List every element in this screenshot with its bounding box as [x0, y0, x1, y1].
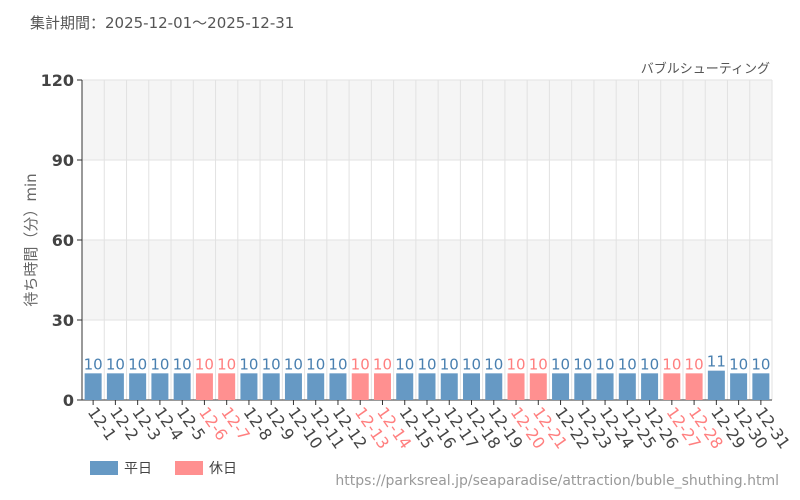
period-label: 集計期間：2025-12-01〜2025-12-31 — [30, 14, 295, 32]
bar — [618, 373, 636, 400]
y-tick-label: 0 — [63, 391, 74, 410]
legend-label: 平日 — [124, 461, 152, 477]
data-label: 11 — [707, 353, 726, 371]
bar — [529, 373, 547, 400]
bar — [262, 373, 280, 400]
bar — [373, 373, 391, 400]
bar — [195, 373, 213, 400]
bar — [641, 373, 659, 400]
bar — [574, 373, 592, 400]
bar — [418, 373, 436, 400]
bar — [173, 373, 191, 400]
bar — [596, 373, 614, 400]
plot-band — [82, 80, 772, 160]
y-tick-label: 60 — [52, 231, 74, 250]
bar — [463, 373, 481, 400]
data-label: 10 — [262, 355, 281, 373]
y-tick-label: 120 — [41, 71, 74, 90]
data-label: 10 — [284, 355, 303, 373]
bar — [106, 373, 124, 400]
data-label: 10 — [417, 355, 436, 373]
plot-band — [82, 160, 772, 240]
data-label: 10 — [640, 355, 659, 373]
bar — [485, 373, 503, 400]
bar — [218, 373, 236, 400]
bar — [129, 373, 147, 400]
bar — [307, 373, 325, 400]
y-tick-label: 30 — [52, 311, 74, 330]
legend-label: 休日 — [209, 461, 237, 477]
plot-band — [82, 240, 772, 320]
data-label: 10 — [395, 355, 414, 373]
data-label: 10 — [173, 355, 192, 373]
data-label: 10 — [217, 355, 236, 373]
data-label: 10 — [551, 355, 570, 373]
data-label: 10 — [751, 355, 770, 373]
chart-title: バブルシューティング — [641, 61, 770, 77]
bar — [284, 373, 302, 400]
data-label: 10 — [195, 355, 214, 373]
data-label: 10 — [106, 355, 125, 373]
bar — [396, 373, 414, 400]
data-label: 10 — [685, 355, 704, 373]
data-label: 10 — [150, 355, 169, 373]
bar — [685, 373, 703, 400]
bar — [240, 373, 258, 400]
data-label: 10 — [506, 355, 525, 373]
data-label: 10 — [729, 355, 748, 373]
data-label: 10 — [373, 355, 392, 373]
data-label: 10 — [596, 355, 615, 373]
legend-weekday[interactable]: 平日 — [90, 458, 152, 478]
data-label: 10 — [484, 355, 503, 373]
source-url: https://parksreal.jp/seaparadise/attract… — [335, 473, 779, 489]
legend-holiday[interactable]: 休日 — [175, 458, 237, 478]
bar — [507, 373, 525, 400]
y-tick-label: 90 — [52, 151, 74, 170]
bar — [84, 373, 102, 400]
bar — [329, 373, 347, 400]
data-label: 10 — [239, 355, 258, 373]
data-label: 10 — [662, 355, 681, 373]
data-label: 10 — [618, 355, 637, 373]
bar — [730, 373, 748, 400]
y-axis-label: 待ち時間（分）min — [22, 173, 40, 306]
bar — [440, 373, 458, 400]
data-label: 10 — [462, 355, 481, 373]
legend-swatch-weekday — [90, 461, 118, 475]
data-label: 10 — [306, 355, 325, 373]
legend-swatch-holiday — [175, 461, 203, 475]
data-label: 10 — [84, 355, 103, 373]
data-label: 10 — [440, 355, 459, 373]
bar — [707, 370, 725, 400]
data-label: 10 — [529, 355, 548, 373]
bar — [752, 373, 770, 400]
data-label: 10 — [128, 355, 147, 373]
bar — [663, 373, 681, 400]
data-label: 10 — [573, 355, 592, 373]
bar — [552, 373, 570, 400]
bar — [151, 373, 169, 400]
data-label: 10 — [328, 355, 347, 373]
data-label: 10 — [351, 355, 370, 373]
bar — [351, 373, 369, 400]
